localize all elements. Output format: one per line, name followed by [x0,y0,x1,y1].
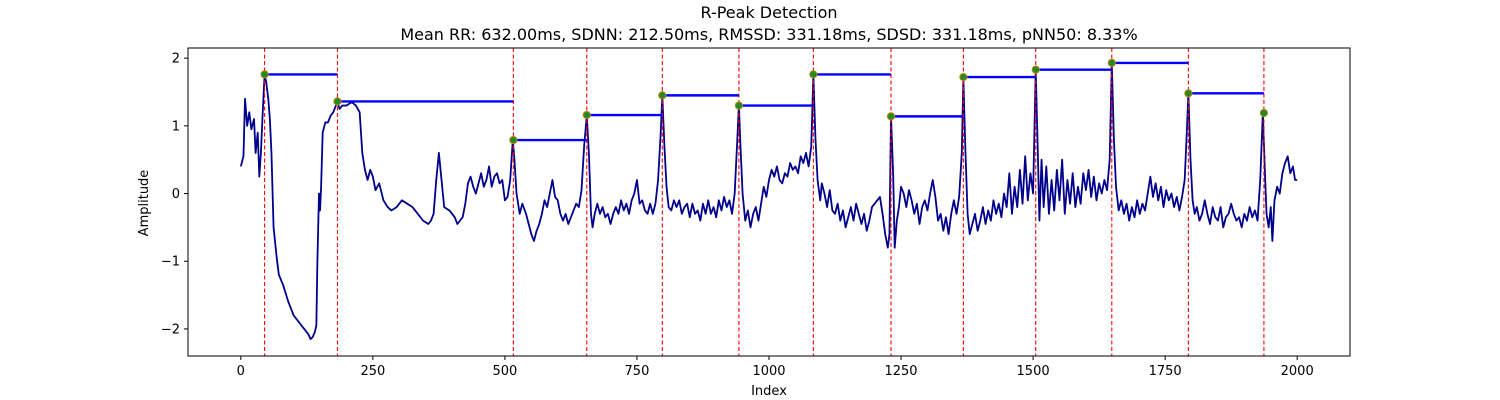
hrv-metrics-subtitle: Mean RR: 632.00ms, SDNN: 212.50ms, RMSSD… [400,25,1137,44]
r-peak-marker-9 [959,73,968,82]
r-peak-marker-7 [809,70,818,79]
chart-title: R-Peak Detection [700,3,837,22]
x-tick-label-500: 500 [492,364,517,379]
r-peak-marker-8 [886,112,896,121]
r-peak-marker-13 [1259,108,1269,118]
r-peak-marker-12 [1184,89,1193,98]
axes: 0 250 500 750 1000 1250 1500 1750 2000 −2 −1 0 1 2 [161,47,1351,379]
r-peak-marker-3 [509,135,518,145]
r-peak-marker-10 [1031,65,1040,74]
y-tick-label-1: 1 [172,119,180,134]
x-axis-label: Index [751,384,787,399]
y-axis-label: Amplitude [137,170,152,237]
plot-content [239,48,1298,356]
y-tick-label-2: 2 [172,52,180,67]
x-tick-label-750: 750 [625,364,650,379]
x-tick-label-1000: 1000 [752,364,785,379]
r-peak-marker-2 [333,97,342,106]
r-peak-marker-6 [734,101,743,110]
r-peak-marker-4 [582,110,591,120]
x-tick-label-1750: 1750 [1149,364,1182,379]
r-peak-marker-5 [658,91,667,100]
y-tick-label--2: −2 [161,322,180,337]
x-tick-label-0: 0 [237,364,245,379]
x-tick-label-1250: 1250 [884,364,917,379]
x-tick-label-2000: 2000 [1281,364,1314,379]
x-tick-label-1500: 1500 [1017,364,1050,379]
y-tick-label-0: 0 [172,187,180,202]
x-tick-label-250: 250 [360,364,385,379]
r-peak-marker-1 [260,70,269,79]
plot-area [239,48,1298,356]
r-peak-marker-11 [1107,58,1116,67]
ecg-signal-line [239,61,1298,340]
y-tick-label--1: −1 [161,255,180,270]
